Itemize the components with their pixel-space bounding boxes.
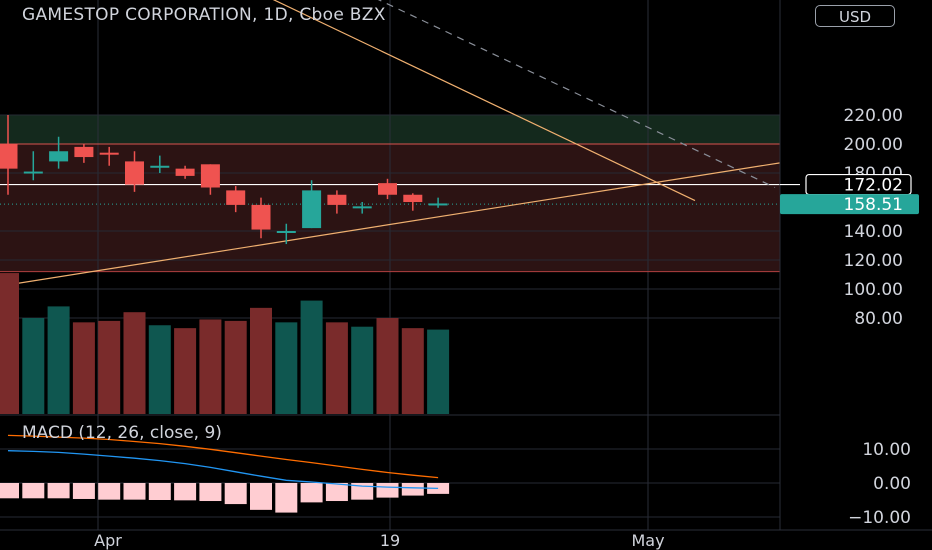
price-tick-label: 100.00: [844, 280, 903, 300]
current-price-label: 158.51: [844, 195, 903, 215]
candle-body: [352, 206, 372, 209]
current-price-box: [780, 194, 919, 215]
candle-body: [125, 161, 144, 185]
volume-bar: [427, 329, 450, 414]
candle-body: [302, 190, 322, 229]
candle-body: [74, 146, 94, 158]
macd-histogram-bar: [250, 483, 272, 510]
macd-histogram-bar: [351, 483, 374, 500]
price-tick-label: 200.00: [844, 135, 903, 155]
chart-title: GAMESTOP CORPORATION, 1D, Cboe BZX: [22, 5, 386, 25]
time-tick-label: May: [631, 531, 664, 550]
level-label-172: 172.02: [844, 176, 903, 196]
candle-body: [175, 168, 195, 176]
candle-body: [327, 194, 347, 205]
macd-histogram-bar: [123, 483, 146, 500]
macd-tick-label: 10.00: [862, 440, 911, 460]
price-tick-label: 120.00: [844, 251, 903, 271]
candle-body: [428, 203, 448, 206]
candle-body: [226, 190, 246, 205]
volume-bar: [0, 273, 19, 414]
macd-histogram-bar: [275, 483, 298, 513]
volume-bar: [47, 306, 70, 414]
volume-bar: [148, 325, 171, 414]
volume-bar: [98, 320, 121, 414]
volume-bar: [174, 328, 197, 414]
candle-body: [49, 151, 69, 162]
dashed-trendline: [377, 0, 776, 189]
volume-bar: [224, 320, 247, 414]
macd-histogram-bar: [98, 483, 121, 500]
macd-tick-label: 0.00: [873, 474, 911, 494]
macd-histogram-bar: [376, 483, 399, 498]
volume-bar: [22, 318, 45, 414]
macd-signal-line: [7, 434, 439, 479]
macd-histogram-bar: [72, 483, 95, 499]
macd-histogram-bar: [199, 483, 222, 502]
macd-histogram-bar: [47, 483, 70, 499]
volume-bar: [123, 312, 146, 414]
volume-bar: [401, 328, 424, 414]
price-tick-label: 140.00: [844, 222, 903, 242]
macd-histogram-bar: [300, 483, 323, 503]
candle-body: [150, 165, 170, 168]
time-tick-label: Apr: [94, 531, 122, 550]
volume-bar: [250, 307, 272, 414]
candle-body: [251, 204, 271, 230]
descending-trendline: [272, 0, 696, 202]
macd-histogram-bar: [224, 483, 247, 505]
price-tick-label: 220.00: [844, 106, 903, 126]
macd-histogram-bar: [148, 483, 171, 500]
macd-histogram-bar: [427, 483, 450, 494]
macd-histogram-bar: [401, 483, 424, 496]
candle-body: [276, 231, 296, 233]
macd-histogram-bar: [22, 483, 45, 499]
price-tick-label: 80.00: [854, 309, 903, 329]
candle-body: [403, 194, 423, 202]
volume-bar: [351, 326, 374, 414]
macd-histogram-bar: [325, 483, 348, 502]
volume-bar: [199, 319, 222, 414]
candle-body: [378, 183, 397, 195]
candle-body: [99, 152, 119, 155]
macd-indicator-label[interactable]: MACD (12, 26, close, 9): [22, 423, 222, 443]
volume-bar: [376, 318, 399, 414]
currency-button[interactable]: USD: [815, 5, 895, 27]
macd-histogram-bar: [174, 483, 197, 501]
macd-line: [7, 450, 439, 490]
volume-bar: [325, 322, 348, 414]
candle-body: [23, 171, 43, 174]
macd-tick-label: −10.00: [848, 508, 911, 528]
candle-body: [0, 144, 18, 169]
time-tick-label: 19: [380, 531, 400, 550]
volume-bar: [275, 322, 298, 414]
candle-body: [200, 164, 220, 188]
volume-bar: [300, 300, 323, 414]
macd-histogram-bar: [0, 483, 19, 499]
ascending-trendline: [0, 162, 781, 287]
volume-bar: [72, 322, 95, 414]
